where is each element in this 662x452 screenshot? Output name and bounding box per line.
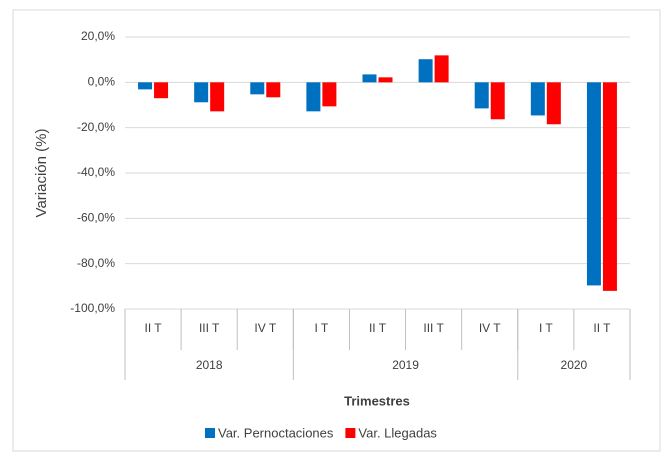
x-tick-label: III T	[199, 321, 220, 335]
group-label: 2020	[561, 358, 588, 372]
x-tick-label: II T	[369, 321, 387, 335]
y-tick-label: -60,0%	[77, 211, 115, 225]
bar	[194, 82, 209, 103]
y-tick-label: 20,0%	[81, 29, 115, 43]
bar	[602, 82, 617, 291]
bar	[210, 82, 225, 112]
y-tick-label: 0,0%	[88, 75, 116, 89]
bar	[546, 82, 561, 125]
y-tick-label: -40,0%	[77, 165, 115, 179]
x-tick-label: II T	[144, 321, 162, 335]
bar	[250, 82, 265, 95]
bar	[154, 82, 169, 99]
bar	[266, 82, 281, 98]
y-axis-title: Variación (%)	[33, 129, 50, 218]
legend-label: Var. Pernoctaciones	[218, 425, 334, 440]
x-tick-label: I T	[314, 321, 328, 335]
bar	[306, 82, 321, 112]
x-tick-label: IV T	[479, 321, 501, 335]
group-label: 2018	[196, 358, 223, 372]
bar	[362, 74, 377, 83]
bar	[418, 59, 433, 83]
bar	[434, 55, 449, 83]
bar	[586, 82, 601, 286]
bar	[322, 82, 337, 107]
bar	[530, 82, 545, 116]
y-tick-label: -100,0%	[70, 301, 115, 315]
legend-label: Var. Llegadas	[358, 425, 437, 440]
x-tick-label: IV T	[254, 321, 276, 335]
group-label: 2019	[392, 358, 419, 372]
x-tick-label: I T	[539, 321, 553, 335]
x-axis-title: Trimestres	[344, 393, 410, 408]
legend-swatch	[205, 428, 215, 438]
bar	[474, 82, 489, 109]
y-tick-label: -80,0%	[77, 256, 115, 270]
x-tick-label: II T	[593, 321, 611, 335]
legend-swatch	[345, 428, 356, 438]
x-tick-label: III T	[423, 321, 444, 335]
bar	[138, 82, 153, 90]
bar	[490, 82, 505, 120]
bar	[378, 77, 393, 83]
y-tick-label: -20,0%	[77, 120, 115, 134]
